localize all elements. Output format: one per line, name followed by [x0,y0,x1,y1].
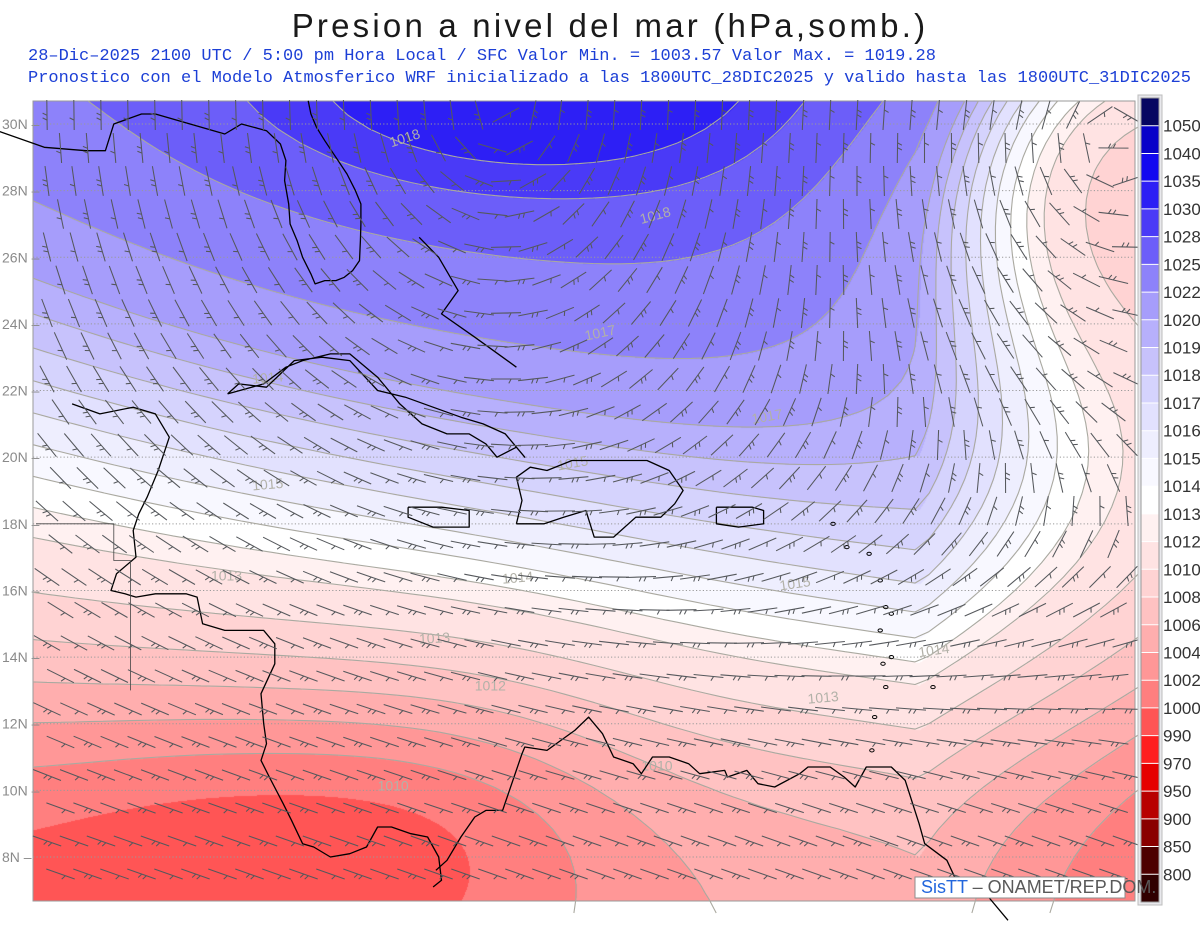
svg-text:1008: 1008 [1163,588,1200,607]
svg-text:14N –: 14N – [2,649,40,665]
svg-text:1019: 1019 [1163,339,1200,358]
svg-text:1028: 1028 [1163,228,1200,247]
svg-text:1006: 1006 [1163,616,1200,635]
svg-text:20N –: 20N – [2,449,40,465]
svg-text:26N –: 26N – [2,249,40,265]
svg-text:1016: 1016 [1163,422,1200,441]
svg-text:1018: 1018 [638,203,672,227]
svg-text:28N –: 28N – [2,183,40,199]
svg-text:30N –: 30N – [2,116,40,132]
svg-text:1013: 1013 [1163,505,1200,524]
svg-text:1017: 1017 [583,321,617,343]
svg-text:1004: 1004 [1163,643,1200,662]
svg-text:1015: 1015 [778,573,811,593]
svg-text:12N –: 12N – [2,716,40,732]
svg-text:Pronostico con el Modelo Atmos: Pronostico con el Modelo Atmosferico WRF… [28,69,1191,88]
svg-text:1015: 1015 [251,475,284,494]
svg-text:950: 950 [1163,782,1191,801]
svg-text:1017: 1017 [1163,394,1200,413]
svg-text:1035: 1035 [1163,172,1200,191]
svg-text:800: 800 [1163,865,1191,884]
svg-text:8N –: 8N – [2,849,32,865]
svg-text:1012: 1012 [1163,533,1200,552]
svg-text:Presion a nivel del mar (hPa,s: Presion a nivel del mar (hPa,somb.) [292,7,929,44]
svg-text:1015: 1015 [1163,449,1200,468]
svg-text:1025: 1025 [1163,255,1200,274]
svg-text:1018: 1018 [1163,366,1200,385]
svg-text:1013: 1013 [807,688,840,707]
svg-text:10N –: 10N – [2,782,40,798]
svg-text:1014: 1014 [1163,477,1200,496]
svg-text:1010: 1010 [378,777,409,793]
svg-text:1015: 1015 [556,452,590,473]
svg-text:1018: 1018 [387,125,422,150]
svg-text:900: 900 [1163,810,1191,829]
svg-text:990: 990 [1163,727,1191,746]
svg-text:1040: 1040 [1163,144,1200,163]
svg-text:18N –: 18N – [2,516,40,532]
svg-text:22N –: 22N – [2,383,40,399]
svg-text:1022: 1022 [1163,283,1200,302]
svg-text:1017: 1017 [750,406,784,427]
svg-text:1010: 1010 [1163,560,1200,579]
svg-text:850: 850 [1163,838,1191,857]
svg-text:1013: 1013 [419,629,451,647]
svg-text:SisTT – ONAMET/REP.DOM.: SisTT – ONAMET/REP.DOM. [921,877,1156,897]
svg-text:28–Dic–2025 2100 UTC: 28–Dic–2025 2100 UTC / 5:00 pm Hora Loca… [28,47,936,66]
svg-text:1030: 1030 [1163,200,1200,219]
svg-text:24N –: 24N – [2,316,40,332]
svg-text:1050: 1050 [1163,117,1200,136]
svg-text:1002: 1002 [1163,671,1200,690]
svg-text:970: 970 [1163,754,1191,773]
svg-text:1010: 1010 [641,757,672,773]
svg-text:16N –: 16N – [2,582,40,598]
svg-text:1014: 1014 [917,640,950,660]
svg-text:1000: 1000 [1163,699,1200,718]
svg-text:1020: 1020 [1163,311,1200,330]
